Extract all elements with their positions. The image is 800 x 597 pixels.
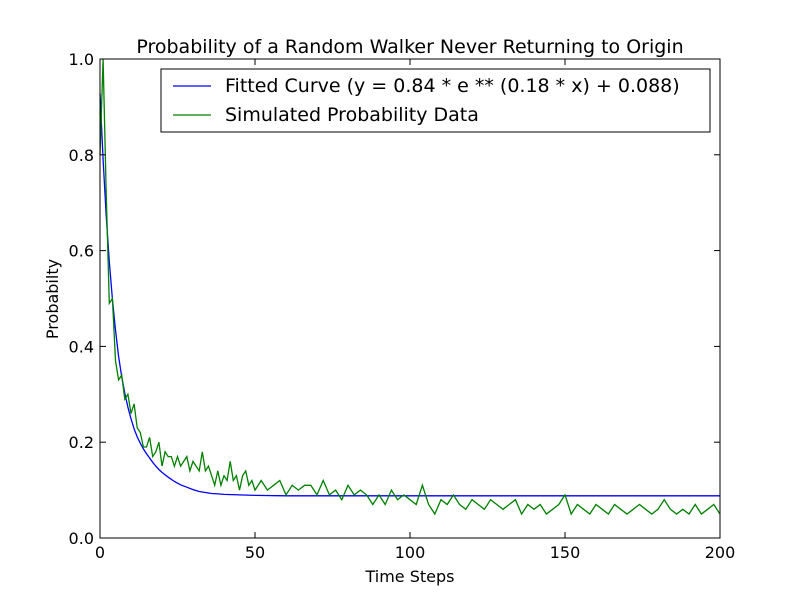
legend: Fitted Curve (y = 0.84 * e ** (0.18 * x)… — [160, 68, 711, 133]
y-tick-label: 0.0 — [69, 529, 94, 548]
axis-ticks: 0 50 100 150 200 0.0 0.2 0.4 0.6 0.8 1.0 — [69, 50, 736, 562]
y-tick-label: 0.8 — [69, 146, 94, 165]
legend-label-simulated-data: Simulated Probability Data — [225, 104, 479, 126]
y-tick-label: 0.4 — [69, 337, 94, 356]
chart-title: Probability of a Random Walker Never Ret… — [136, 36, 683, 58]
x-tick-label: 150 — [550, 543, 581, 562]
x-tick-label: 50 — [245, 543, 265, 562]
y-tick-label: 0.6 — [69, 242, 94, 261]
legend-label-fitted-curve: Fitted Curve (y = 0.84 * e ** (0.18 * x)… — [225, 75, 680, 97]
y-tick-label: 1.0 — [69, 50, 94, 69]
series-line-simulated-data — [99, 58, 721, 516]
x-tick-label: 0 — [95, 543, 105, 562]
x-tick-label: 100 — [395, 543, 426, 562]
y-axis-label: Probabilty — [43, 259, 62, 339]
x-tick-label: 200 — [705, 543, 736, 562]
x-axis-label: Time Steps — [364, 567, 454, 586]
legend-box — [160, 68, 711, 133]
plot-lines — [99, 58, 721, 516]
series-line-fitted-curve — [99, 93, 720, 497]
y-tick-label: 0.2 — [69, 433, 94, 452]
